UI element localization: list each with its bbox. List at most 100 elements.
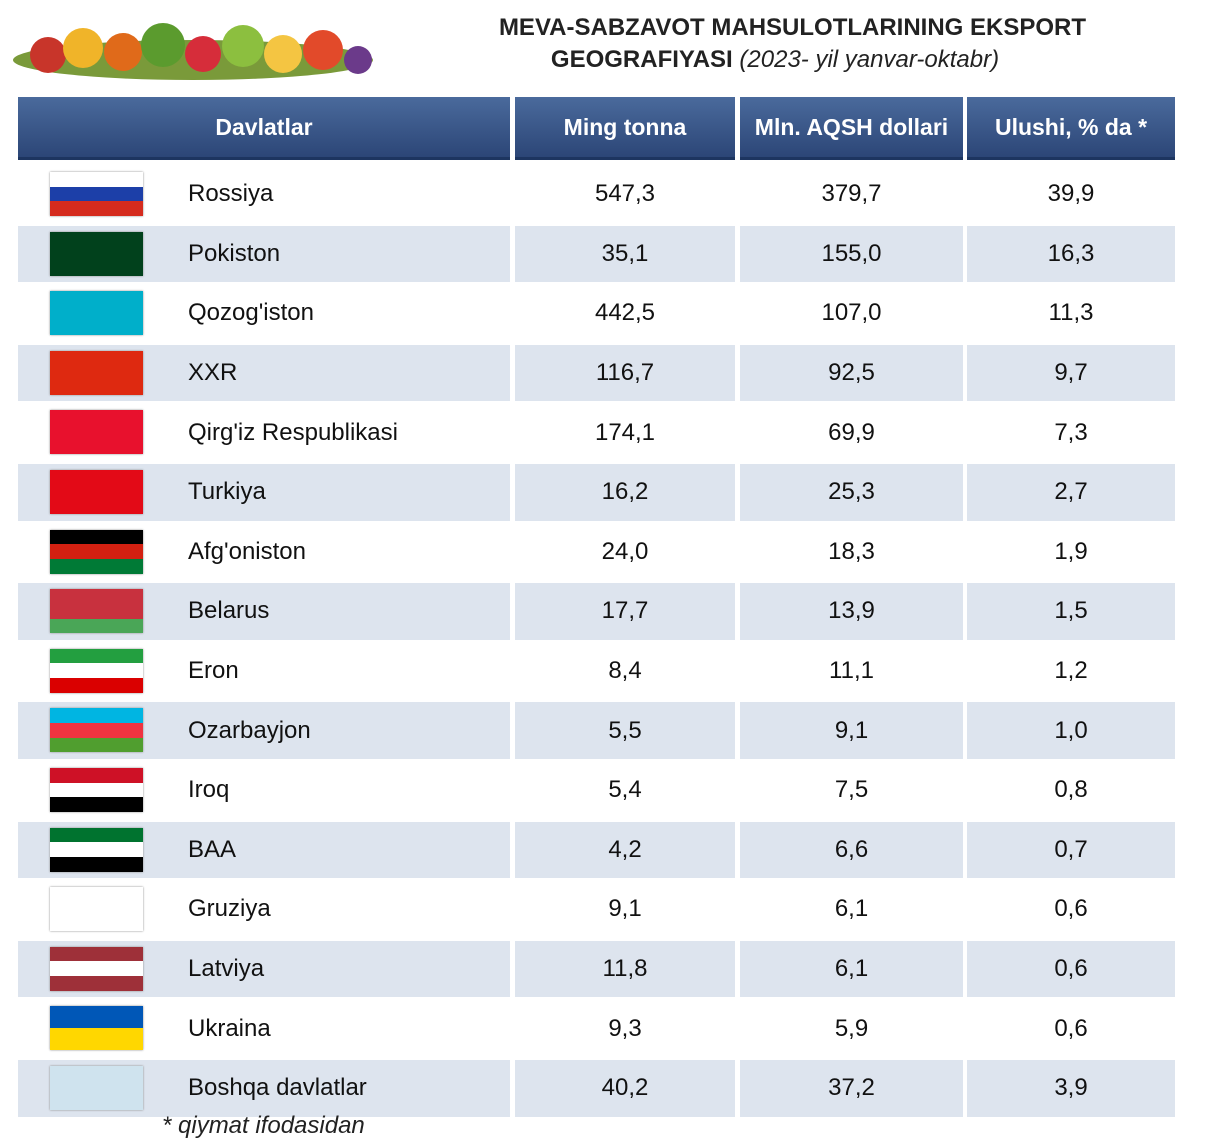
value-cell: 6,1	[740, 941, 963, 998]
title-word: GEOGRAFIYASI	[551, 46, 733, 73]
flag-stripe	[50, 887, 143, 931]
flag-stripe	[50, 857, 143, 872]
flag	[50, 1066, 143, 1110]
flag-stripe	[50, 723, 143, 738]
flag-stripe	[50, 663, 143, 678]
flag	[50, 1006, 143, 1050]
value-cell: 13,9	[740, 583, 963, 640]
value-cell: 11,3	[967, 285, 1175, 342]
value-cell: 35,1	[515, 226, 735, 283]
value-cell: 116,7	[515, 345, 735, 402]
flag-stripe	[50, 947, 143, 962]
value-cell: 16,2	[515, 464, 735, 521]
flag-stripe	[50, 783, 143, 798]
flag-stripe	[50, 976, 143, 991]
flag-stripe	[50, 530, 143, 545]
value-cell: 16,3	[967, 226, 1175, 283]
flag-stripe	[50, 1006, 143, 1028]
footnote: * qiymat ifodasidan	[162, 1112, 365, 1140]
flag-stripe	[50, 738, 143, 753]
value-cell: 6,6	[740, 822, 963, 879]
title-line2: GEOGRAFIYASI (2023- yil yanvar-oktabr)	[380, 46, 1170, 74]
flag-stripe	[50, 961, 143, 976]
flag-stripe	[50, 649, 143, 664]
value-cell: 155,0	[740, 226, 963, 283]
value-cell: 9,1	[740, 702, 963, 759]
page: MEVA-SABZAVOT MAHSULOTLARINING EKSPORT G…	[0, 0, 1205, 1144]
column-header: Ulushi, % da *	[967, 97, 1175, 160]
flag	[50, 530, 143, 574]
value-cell: 6,1	[740, 881, 963, 938]
value-cell: 3,9	[967, 1060, 1175, 1117]
value-cell: 1,9	[967, 524, 1175, 581]
value-cell: 2,7	[967, 464, 1175, 521]
flag-stripe	[50, 842, 143, 857]
flag	[50, 947, 143, 991]
value-cell: 9,7	[967, 345, 1175, 402]
title-line1: MEVA-SABZAVOT MAHSULOTLARINING EKSPORT	[380, 14, 1205, 42]
value-cell: 442,5	[515, 285, 735, 342]
flag-stripe	[50, 187, 143, 202]
value-cell: 92,5	[740, 345, 963, 402]
flag-stripe	[50, 291, 143, 335]
flag-stripe	[50, 172, 143, 187]
value-cell: 11,8	[515, 941, 735, 998]
value-cell: 24,0	[515, 524, 735, 581]
value-cell: 37,2	[740, 1060, 963, 1117]
value-cell: 17,7	[515, 583, 735, 640]
flag-stripe	[50, 797, 143, 812]
value-cell: 8,4	[515, 643, 735, 700]
value-cell: 18,3	[740, 524, 963, 581]
flag	[50, 172, 143, 216]
value-cell: 25,3	[740, 464, 963, 521]
flag-stripe	[50, 470, 143, 514]
flag-stripe	[50, 1066, 143, 1110]
flag-stripe	[50, 544, 143, 559]
value-cell: 0,6	[967, 941, 1175, 998]
flag-stripe	[50, 351, 143, 395]
flag	[50, 232, 143, 276]
value-cell: 39,9	[967, 166, 1175, 223]
flag	[50, 470, 143, 514]
flag-stripe	[50, 768, 143, 783]
column-header: Mln. AQSH dollari	[740, 97, 963, 160]
value-cell: 0,6	[967, 881, 1175, 938]
flag-stripe	[50, 589, 143, 604]
flag-stripe	[50, 201, 143, 216]
value-cell: 11,1	[740, 643, 963, 700]
value-cell: 1,2	[967, 643, 1175, 700]
value-cell: 5,5	[515, 702, 735, 759]
value-cell: 7,3	[967, 404, 1175, 461]
flag-stripe	[50, 678, 143, 693]
flag	[50, 768, 143, 812]
flag	[50, 589, 143, 633]
value-cell: 379,7	[740, 166, 963, 223]
value-cell: 9,1	[515, 881, 735, 938]
value-cell: 1,0	[967, 702, 1175, 759]
value-cell: 547,3	[515, 166, 735, 223]
column-header: Davlatlar	[18, 97, 510, 160]
flag	[50, 828, 143, 872]
value-cell: 7,5	[740, 762, 963, 819]
flag-stripe	[50, 410, 143, 454]
value-cell: 4,2	[515, 822, 735, 879]
flag-stripe	[50, 232, 143, 276]
value-cell: 174,1	[515, 404, 735, 461]
flag-stripe	[50, 708, 143, 723]
flag	[50, 708, 143, 752]
value-cell: 0,7	[967, 822, 1175, 879]
value-cell: 0,6	[967, 1000, 1175, 1057]
flag-stripe	[50, 619, 143, 634]
value-cell: 5,4	[515, 762, 735, 819]
value-cell: 1,5	[967, 583, 1175, 640]
value-cell: 9,3	[515, 1000, 735, 1057]
flag-stripe	[50, 604, 143, 619]
value-cell: 40,2	[515, 1060, 735, 1117]
flag-stripe	[50, 828, 143, 843]
value-cell: 0,8	[967, 762, 1175, 819]
title-period: (2023- yil yanvar-oktabr)	[739, 46, 999, 73]
value-cell: 69,9	[740, 404, 963, 461]
flag	[50, 351, 143, 395]
fruit-image	[8, 10, 378, 82]
flag-stripe	[50, 559, 143, 574]
